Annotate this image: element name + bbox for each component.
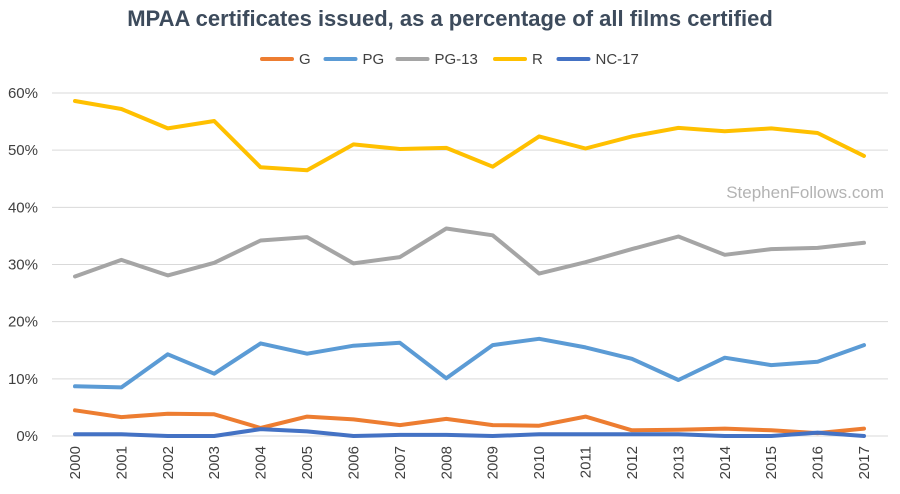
- legend-item-g: G: [260, 51, 311, 68]
- x-tick-label: 2012: [624, 446, 641, 479]
- x-tick-label: 2017: [856, 446, 873, 479]
- x-tick-label: 2011: [578, 446, 595, 478]
- legend-label: PG: [363, 51, 385, 68]
- chart-title: MPAA certificates issued, as a percentag…: [127, 6, 773, 31]
- y-axis: 0% 10% 20% 30% 40% 50% 60%: [8, 85, 38, 445]
- y-tick-label: 50%: [8, 142, 38, 159]
- x-tick-label: 2014: [717, 446, 734, 479]
- series-line-r: [73, 99, 866, 173]
- watermark: StephenFollows.com: [726, 183, 884, 202]
- y-tick-label: 60%: [8, 85, 38, 102]
- x-tick-label: 2003: [206, 446, 223, 479]
- x-tick-label: 2016: [810, 446, 827, 479]
- x-tick-label: 2001: [113, 446, 130, 479]
- series-line-pg-13: [73, 226, 866, 279]
- y-tick-label: 40%: [8, 199, 38, 216]
- series-line-pg: [73, 336, 866, 390]
- x-tick-label: 2006: [345, 446, 362, 479]
- x-tick-label: 2015: [763, 446, 780, 479]
- legend-label: PG-13: [435, 51, 478, 68]
- x-tick-label: 2010: [531, 446, 548, 479]
- legend-label: R: [532, 51, 543, 68]
- series-layer: [73, 99, 866, 438]
- y-tick-label: 0%: [16, 428, 38, 445]
- legend-item-r: R: [493, 51, 543, 68]
- legend-item-pg-13: PG-13: [395, 51, 478, 68]
- series-line-g: [73, 408, 866, 436]
- x-tick-label: 2007: [392, 446, 409, 479]
- x-tick-label: 2002: [160, 446, 177, 479]
- x-tick-label: 2009: [485, 446, 502, 479]
- x-tick-label: 2013: [670, 446, 687, 479]
- legend-item-nc-17: NC-17: [556, 51, 639, 68]
- x-tick-label: 2000: [67, 446, 84, 479]
- gridlines: [52, 92, 888, 437]
- legend-label: G: [299, 51, 311, 68]
- x-tick-label: 2004: [253, 446, 270, 479]
- legend: G PG PG-13 R NC-17: [260, 51, 639, 68]
- series-line-nc-17: [73, 427, 866, 438]
- x-tick-label: 2005: [299, 446, 316, 479]
- y-tick-label: 20%: [8, 314, 38, 331]
- y-tick-label: 10%: [8, 371, 38, 388]
- legend-label: NC-17: [596, 51, 639, 68]
- x-tick-label: 2008: [438, 446, 455, 479]
- x-axis: 2000 2001 2002 2003 2004 2005 2006 2007 2008 2009…: [67, 446, 873, 479]
- y-tick-label: 30%: [8, 257, 38, 274]
- legend-item-pg: PG: [323, 51, 385, 68]
